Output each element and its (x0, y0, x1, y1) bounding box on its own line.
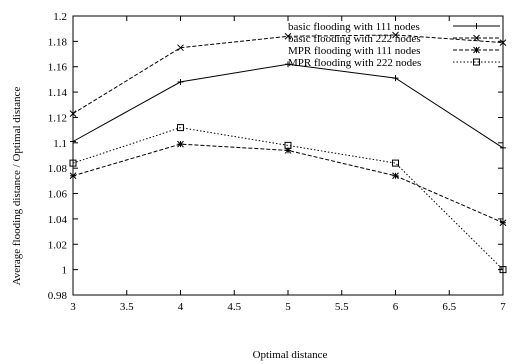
y-tick-label: 1 (62, 265, 68, 277)
marker-stroke (392, 31, 399, 39)
y-tick-label: 0.98 (48, 290, 68, 302)
data-point (392, 75, 399, 82)
y-axis-label: Average flooding distance / Optimal dist… (11, 87, 23, 286)
data-point (177, 140, 184, 148)
marker-stroke (177, 44, 184, 52)
plus-marker (177, 78, 184, 85)
series-1 (70, 61, 506, 151)
x-tick-label: 5 (285, 301, 291, 313)
data-point (177, 44, 184, 52)
plus-marker (500, 144, 506, 151)
y-tick-label: 1.04 (48, 214, 68, 226)
x-tick-label: 4.5 (227, 301, 241, 313)
star-marker (392, 172, 399, 180)
data-point (499, 39, 507, 46)
star-marker (473, 46, 480, 54)
series-3 (69, 140, 507, 227)
legend-label: basic flooding with 222 nodes (288, 33, 421, 45)
star-marker (499, 219, 507, 227)
legend-label: MPR flooding with 111 nodes (288, 45, 420, 57)
series-4 (69, 124, 507, 274)
data-point (392, 31, 399, 39)
cross-marker (177, 44, 184, 52)
series-group (69, 31, 507, 274)
data-point (499, 266, 507, 274)
y-tick-label: 1.18 (48, 36, 68, 48)
square-marker (392, 159, 399, 167)
marker-stroke (284, 32, 292, 40)
legend-entry: basic flooding with 222 nodes (288, 33, 500, 45)
y-tick-label: 1.02 (48, 239, 67, 251)
star-marker (177, 140, 184, 148)
tick-group: 3 3.5 4 4.5 5 5.5 6 6.5 7 0.98 1 1.02 1.04 1.06 1.08 1.… (48, 11, 507, 313)
x-tick-label: 6 (393, 301, 399, 313)
legend-entry: basic flooding with 111 nodes (288, 21, 500, 33)
data-point (500, 144, 506, 151)
x-tick-label: 4 (178, 301, 184, 313)
data-point (392, 172, 399, 180)
cross-marker (499, 39, 507, 46)
cross-marker (392, 31, 399, 39)
square-marker (69, 159, 77, 167)
square-marker (284, 141, 292, 149)
series-line (72, 143, 504, 224)
data-point (499, 219, 507, 227)
marker-stroke (473, 34, 480, 42)
y-tick-label: 1.12 (48, 112, 67, 124)
x-tick-label: 7 (500, 301, 506, 313)
x-tick-label: 3 (70, 301, 76, 313)
x-axis-label: Optimal distance (253, 349, 328, 361)
y-tick-label: 1.08 (48, 163, 68, 175)
marker-stroke (499, 39, 507, 46)
x-tick-label: 5.5 (335, 301, 349, 313)
data-point (69, 172, 77, 180)
plus-marker (70, 138, 76, 145)
x-tick-label: 3.5 (120, 301, 134, 313)
y-tick-label: 1.06 (48, 189, 68, 201)
cross-marker (69, 110, 77, 118)
x-tick-label: 6.5 (442, 301, 456, 313)
data-point (284, 141, 292, 149)
legend-entry: MPR flooding with 222 nodes (288, 57, 500, 69)
y-tick-label: 1.2 (53, 11, 67, 23)
data-point (69, 110, 77, 118)
data-point (70, 138, 76, 145)
star-marker (69, 172, 77, 180)
square-marker (473, 58, 480, 66)
plus-marker (392, 75, 399, 82)
square-marker (177, 124, 184, 132)
data-point (284, 32, 292, 40)
cross-marker (284, 32, 292, 40)
data-point (69, 159, 77, 167)
y-tick-label: 1.16 (48, 62, 68, 74)
y-tick-label: 1.1 (53, 138, 67, 150)
legend-label: MPR flooding with 222 nodes (288, 57, 421, 69)
series-line (72, 127, 504, 270)
marker-stroke (69, 110, 77, 118)
legend-entry: MPR flooding with 111 nodes (288, 45, 500, 57)
square-marker (499, 266, 507, 274)
y-tick-label: 1.14 (48, 87, 68, 99)
data-point (392, 159, 399, 167)
cross-marker (473, 34, 480, 42)
plus-marker (473, 23, 480, 29)
data-point (285, 61, 291, 68)
series-line (72, 63, 504, 149)
legend-label: basic flooding with 111 nodes (288, 21, 420, 33)
series-2 (69, 31, 507, 118)
data-point (177, 124, 184, 132)
plus-marker (285, 61, 291, 68)
data-point (177, 78, 184, 85)
